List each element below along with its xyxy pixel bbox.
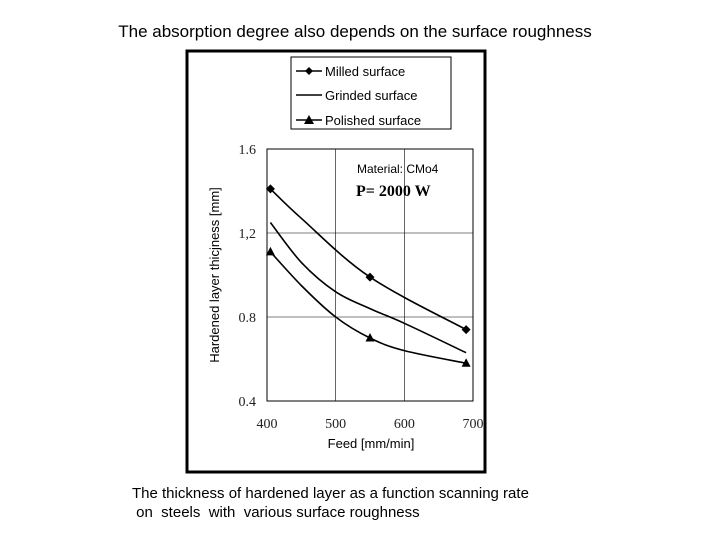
caption: The thickness of hardened layer as a fun… — [132, 484, 529, 522]
legend: Milled surface Grinded surface Polished … — [290, 56, 452, 130]
tick-labels: 400 500 600 700 0.4 0.8 1,2 1.6 — [239, 143, 484, 432]
data-point-diamond — [365, 272, 375, 282]
x-tick-label: 600 — [394, 417, 415, 432]
series-line-0 — [269, 188, 467, 331]
x-tick-label: 400 — [257, 417, 278, 432]
x-tick-label: 500 — [325, 417, 346, 432]
series-line-2 — [269, 251, 467, 364]
y-tick-label: 0.4 — [239, 395, 257, 410]
legend-box — [290, 56, 452, 130]
data-point-diamond — [265, 184, 275, 194]
data-point-triangle — [265, 246, 275, 256]
y-axis-label: Hardened layer thicjness [mm] — [207, 187, 222, 363]
slide-title: The absorption degree also depends on th… — [118, 22, 592, 41]
y-tick-label: 0.8 — [239, 311, 257, 326]
y-tick-label: 1,2 — [239, 227, 257, 242]
data-point-triangle — [461, 358, 471, 367]
caption-line-1: The thickness of hardened layer as a fun… — [132, 485, 529, 502]
series-group — [265, 184, 471, 367]
legend-label-grinded: Grinded surface — [325, 88, 418, 103]
caption-line-2: on steels with various surface roughness — [132, 504, 420, 521]
series-line-1 — [269, 222, 467, 354]
y-tick-label: 1.6 — [239, 143, 257, 158]
x-axis-label: Feed [mm/min] — [328, 436, 415, 451]
legend-label-milled: Milled surface — [325, 64, 405, 79]
annotation-power: P= 2000 W — [356, 183, 431, 200]
x-tick-label: 700 — [463, 417, 484, 432]
legend-label-polished: Polished surface — [325, 113, 421, 128]
legend-marker-triangle — [304, 115, 314, 124]
grid — [267, 149, 473, 401]
legend-marker-diamond — [305, 67, 313, 75]
annotation-material: Material: CMo4 — [357, 162, 439, 176]
data-point-diamond — [461, 325, 471, 335]
data-point-triangle — [365, 333, 375, 342]
